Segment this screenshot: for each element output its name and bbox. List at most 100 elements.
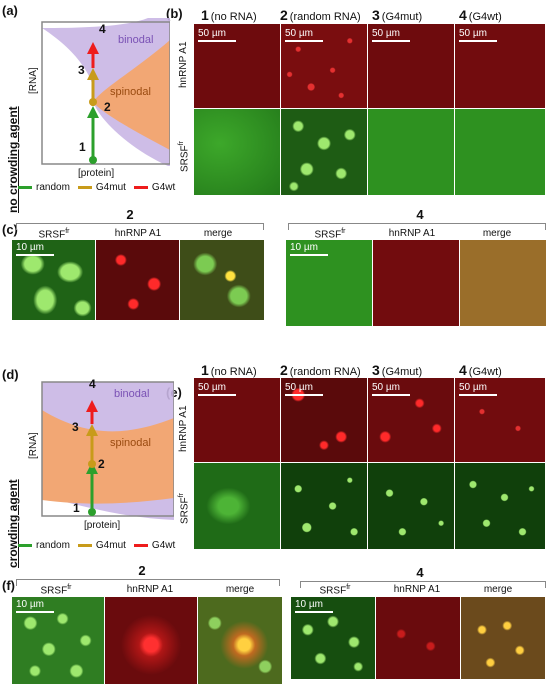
merge-group-label-f-left: 2 <box>138 563 146 578</box>
legend-swatch-g4wt <box>133 186 148 189</box>
legend-label-g4wt: G4wt <box>151 182 176 193</box>
micrograph-e-red-1 <box>194 378 280 462</box>
panel-label-d: (d) <box>2 367 19 382</box>
micrograph-c-right-red <box>373 240 459 326</box>
spinodal-label-d: spinodal <box>110 437 151 449</box>
micrograph-b-green-4 <box>455 109 545 195</box>
col-header-4-e: 4 (G4wt) <box>459 362 502 378</box>
micrograph-b-green-2 <box>281 109 367 195</box>
micrograph-b-green-1 <box>194 109 280 195</box>
legend-swatch-g4mut-d <box>77 544 92 547</box>
scalebar-f-left: 10 µm <box>16 599 54 613</box>
row-label-hnrnp-b: hnRNP A1 <box>178 41 189 88</box>
legend-d: random G4mut G4wt <box>18 540 175 551</box>
point-1-d <box>88 508 96 516</box>
legend-label-g4mut-d: G4mut <box>95 540 126 551</box>
legend-label-random: random <box>36 182 70 193</box>
c-right-merge-head: merge <box>482 228 512 239</box>
scalebar-b-2: 50 µm <box>285 28 323 42</box>
point-label-4: 4 <box>99 22 106 36</box>
micrograph-f-left-merge <box>198 597 282 684</box>
scalebar-c-left: 10 µm <box>16 242 54 256</box>
micrograph-f-right-red <box>376 597 460 679</box>
plot-frame <box>41 21 170 165</box>
scalebar-e-4: 50 µm <box>459 382 497 396</box>
micrograph-c-right-merge <box>460 240 546 326</box>
bracket-c-left <box>16 223 264 230</box>
phase-diagram-a <box>41 18 170 166</box>
col-header-1-b: 1 (no RNA) <box>201 7 257 23</box>
legend-swatch-random-d <box>18 544 32 547</box>
y-axis-label-a: [RNA] <box>28 67 39 94</box>
micrograph-c-left-merge <box>180 240 264 320</box>
f-left-srsf-head: SRSFfr <box>40 584 72 597</box>
micrograph-b-red-3 <box>368 24 454 108</box>
bracket-c-right <box>288 223 546 230</box>
panel-label-c: (c) <box>2 222 18 237</box>
micrograph-e-green-2 <box>281 463 367 549</box>
point-label-1-d: 1 <box>73 501 80 515</box>
micrograph-e-red-3 <box>368 378 454 462</box>
point-1 <box>89 156 97 164</box>
binodal-label: binodal <box>118 34 154 46</box>
crowding-label: crowding agent <box>6 479 20 568</box>
scalebar-b-3: 50 µm <box>372 28 410 42</box>
row-label-hnrnp-e: hnRNP A1 <box>178 405 189 452</box>
legend-label-g4wt-d: G4wt <box>151 540 176 551</box>
point-label-2-d: 2 <box>98 457 105 471</box>
bracket-f-right <box>300 581 546 588</box>
micrograph-c-left-green <box>12 240 95 320</box>
phase-diagram-d <box>41 381 174 520</box>
micrograph-e-green-1 <box>194 463 280 549</box>
row-label-srsf-b: SRSFfr <box>178 141 191 172</box>
scalebar-b-4: 50 µm <box>459 28 497 42</box>
legend-a: random G4mut G4wt <box>18 182 175 193</box>
scalebar-f-right: 10 µm <box>295 599 333 613</box>
micrograph-f-left-red <box>105 597 197 684</box>
point-label-1: 1 <box>79 140 86 154</box>
spinodal-region-fill-d <box>42 410 174 504</box>
scalebar-e-2: 50 µm <box>285 382 323 396</box>
merge-group-label-c-right: 4 <box>416 207 424 222</box>
micrograph-f-right-green <box>291 597 375 679</box>
micrograph-e-green-3 <box>368 463 454 549</box>
point-label-3-d: 3 <box>72 420 79 434</box>
micrograph-e-red-2 <box>281 378 367 462</box>
x-axis-label-a: [protein] <box>78 168 115 179</box>
col-header-3-b: 3 (G4mut) <box>372 7 423 23</box>
legend-label-g4mut: G4mut <box>95 182 126 193</box>
col-header-2-b: 2 (random RNA) <box>280 7 361 23</box>
f-right-merge-head: merge <box>483 584 513 595</box>
no-crowding-label: no crowding agent <box>6 106 20 213</box>
col-header-2-e: 2 (random RNA) <box>280 362 361 378</box>
point-2-d <box>88 460 96 468</box>
panel-label-a: (a) <box>2 3 18 18</box>
micrograph-f-left-green <box>12 597 104 684</box>
legend-swatch-random <box>18 186 32 189</box>
c-left-hnrnp-head: hnRNP A1 <box>114 228 162 239</box>
micrograph-e-red-4 <box>455 378 545 462</box>
micrograph-c-left-red <box>96 240 179 320</box>
c-left-merge-head: merge <box>203 228 233 239</box>
merge-group-label-c-left: 2 <box>126 207 134 222</box>
f-right-hnrnp-head: hnRNP A1 <box>393 584 441 595</box>
c-left-srsf-head: SRSFfr <box>38 228 70 241</box>
legend-label-random-d: random <box>36 540 70 551</box>
point-2 <box>89 98 97 106</box>
point-label-2: 2 <box>104 100 111 114</box>
col-header-3-e: 3 (G4mut) <box>372 362 423 378</box>
f-left-hnrnp-head: hnRNP A1 <box>126 584 174 595</box>
y-axis-label-d: [RNA] <box>28 432 39 459</box>
micrograph-f-right-merge <box>461 597 545 679</box>
binodal-label-d: binodal <box>114 388 150 400</box>
c-right-hnrnp-head: hnRNP A1 <box>388 228 436 239</box>
plot-frame-d <box>41 381 174 517</box>
row-label-srsf-e: SRSFfr <box>178 493 191 524</box>
point-label-3: 3 <box>78 63 85 77</box>
micrograph-b-green-3 <box>368 109 454 195</box>
point-label-4-d: 4 <box>89 377 96 391</box>
micrograph-b-red-4 <box>455 24 545 108</box>
legend-swatch-g4wt-d <box>133 544 148 547</box>
col-header-4-b: 4 (G4wt) <box>459 7 502 23</box>
legend-swatch-g4mut <box>77 186 92 189</box>
